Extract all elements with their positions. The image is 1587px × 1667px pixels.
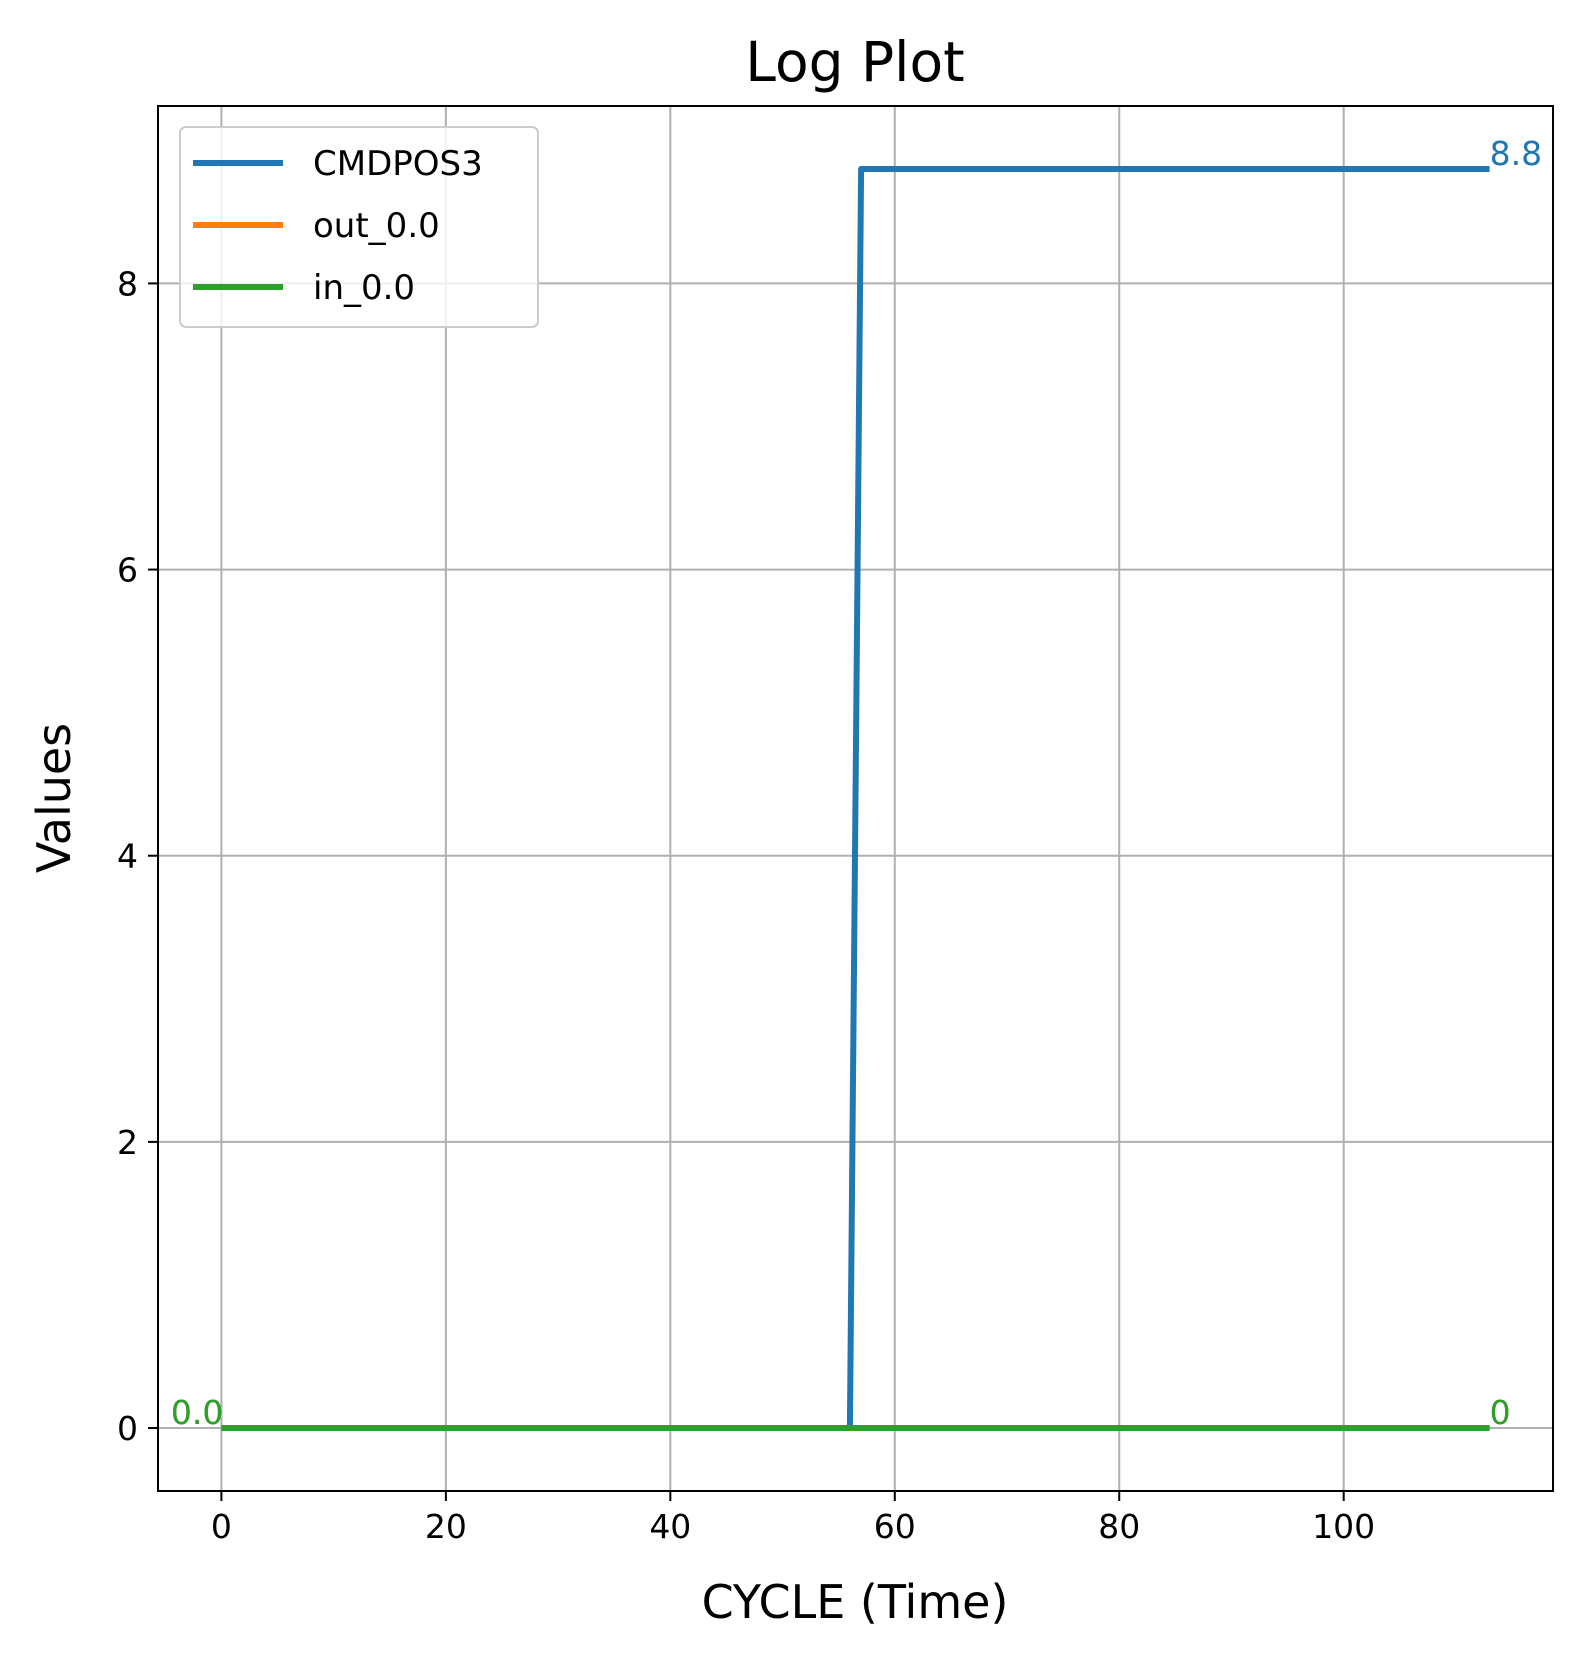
legend-label: in_0.0 bbox=[313, 268, 415, 308]
data-label: 8.8 bbox=[1490, 134, 1542, 173]
y-tick-label: 8 bbox=[117, 264, 138, 303]
legend-box bbox=[179, 126, 539, 328]
annotations: 0.00.00.08.800 bbox=[171, 134, 1542, 1432]
legend-entries: CMDPOS3 out_0.0 in_0.0 bbox=[193, 144, 483, 308]
x-tick-label: 80 bbox=[1098, 1507, 1140, 1546]
data-label: 0.0 bbox=[171, 1393, 223, 1432]
chart-title: Log Plot bbox=[745, 30, 964, 94]
plot-lines bbox=[221, 166, 1490, 1431]
y-tick-label: 2 bbox=[117, 1123, 138, 1162]
y-tick-label: 6 bbox=[117, 551, 138, 590]
x-tick-label: 20 bbox=[425, 1507, 467, 1546]
data-label: 0.0 bbox=[171, 1393, 223, 1432]
y-tick-label: 4 bbox=[117, 837, 138, 876]
y-axis-ticks: 0 2 4 6 8 bbox=[117, 264, 158, 1448]
x-tick-label: 60 bbox=[874, 1507, 916, 1546]
x-tick-label: 40 bbox=[649, 1507, 691, 1546]
legend: CMDPOS3 out_0.0 in_0.0 bbox=[179, 126, 539, 328]
data-label: 0 bbox=[1490, 1393, 1511, 1432]
x-tick-label: 100 bbox=[1312, 1507, 1375, 1546]
x-axis-title: CYCLE (Time) bbox=[702, 1575, 1009, 1629]
y-axis-title: Values bbox=[27, 723, 81, 873]
x-tick-label: 0 bbox=[211, 1507, 232, 1546]
legend-label: CMDPOS3 bbox=[313, 144, 483, 184]
data-label: 0.0 bbox=[171, 1393, 223, 1432]
plot-area-frame bbox=[157, 105, 1554, 1492]
legend-label: out_0.0 bbox=[313, 206, 440, 246]
x-axis-ticks: 0 20 40 60 80 100 bbox=[211, 1491, 1375, 1546]
y-tick-label: 0 bbox=[117, 1409, 138, 1448]
data-label: 0 bbox=[1490, 1393, 1511, 1432]
